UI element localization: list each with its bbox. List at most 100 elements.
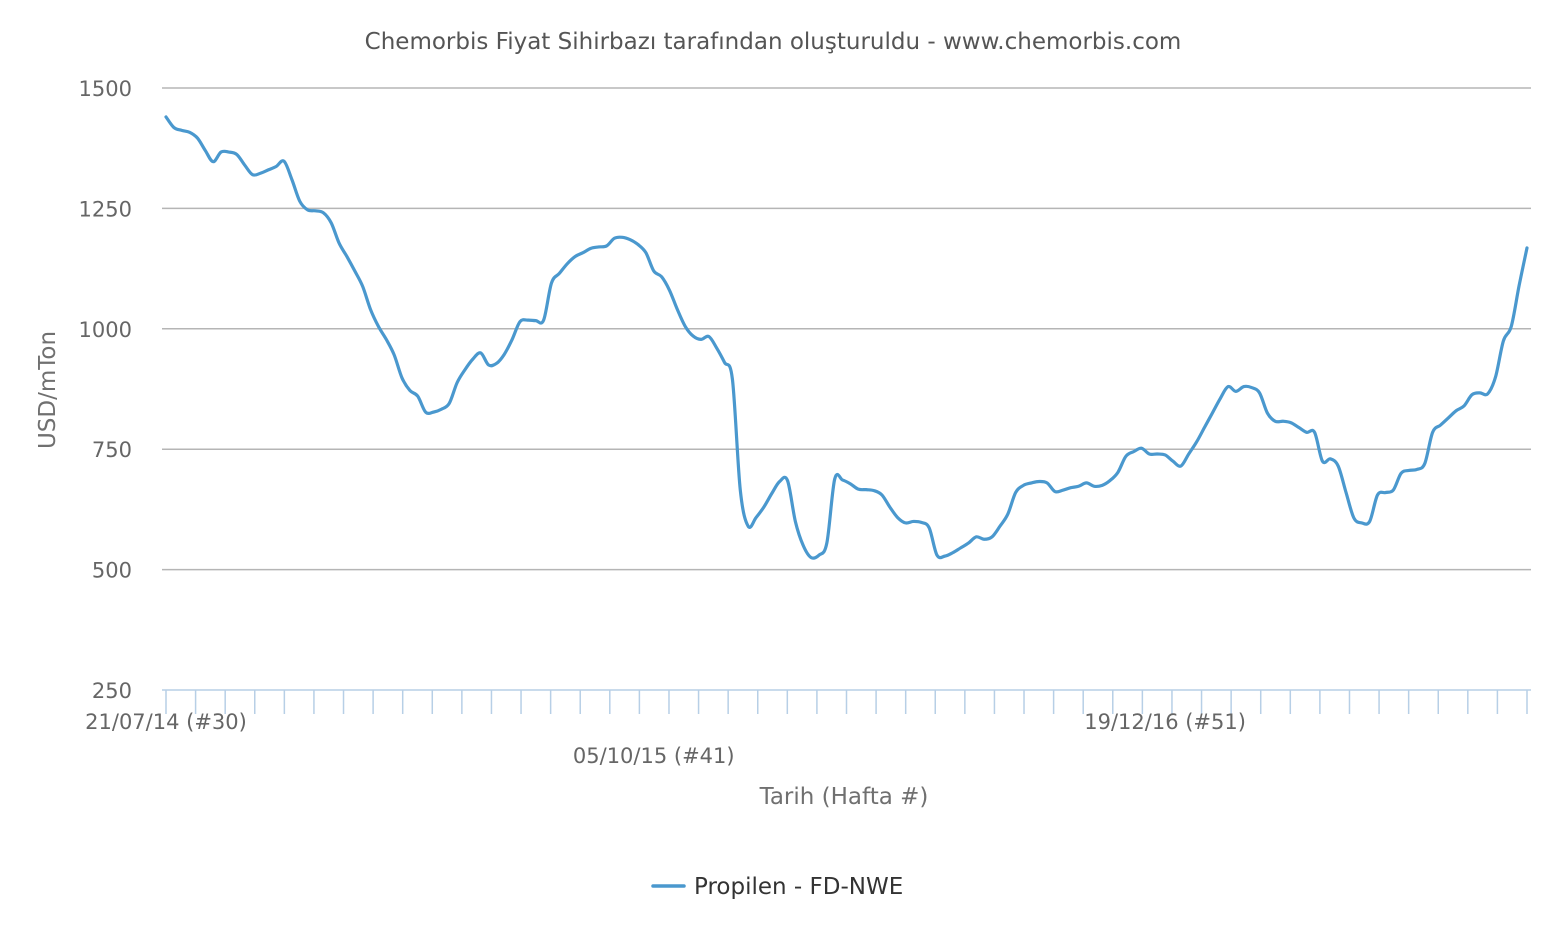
- data-point[interactable]: [801, 544, 805, 548]
- data-point[interactable]: [235, 152, 239, 156]
- data-point[interactable]: [919, 520, 923, 524]
- data-point[interactable]: [1132, 450, 1136, 454]
- data-point[interactable]: [620, 235, 624, 239]
- data-point[interactable]: [699, 337, 703, 341]
- data-point[interactable]: [675, 308, 679, 312]
- data-point[interactable]: [313, 209, 317, 213]
- data-point[interactable]: [203, 149, 207, 153]
- data-point[interactable]: [1486, 392, 1490, 396]
- data-point[interactable]: [1077, 484, 1081, 488]
- data-point[interactable]: [746, 524, 750, 528]
- data-point[interactable]: [628, 238, 632, 242]
- data-point[interactable]: [384, 337, 388, 341]
- data-point[interactable]: [652, 269, 656, 273]
- data-point[interactable]: [793, 519, 797, 523]
- data-point[interactable]: [1226, 385, 1230, 389]
- data-point[interactable]: [526, 318, 530, 322]
- data-point[interactable]: [848, 482, 852, 486]
- data-point[interactable]: [1328, 457, 1332, 461]
- data-point[interactable]: [290, 178, 294, 182]
- data-point[interactable]: [683, 324, 687, 328]
- data-point[interactable]: [1069, 486, 1073, 490]
- data-point[interactable]: [1108, 479, 1112, 483]
- data-point[interactable]: [243, 163, 247, 167]
- data-point[interactable]: [298, 199, 302, 203]
- data-point[interactable]: [1218, 397, 1222, 401]
- data-point[interactable]: [227, 150, 231, 154]
- data-point[interactable]: [1116, 470, 1120, 474]
- data-point[interactable]: [667, 288, 671, 292]
- data-point[interactable]: [888, 505, 892, 509]
- data-point[interactable]: [455, 381, 459, 385]
- data-point[interactable]: [1171, 459, 1175, 463]
- data-point[interactable]: [164, 115, 168, 119]
- data-point[interactable]: [935, 553, 939, 557]
- data-point[interactable]: [258, 171, 262, 175]
- data-point[interactable]: [1297, 426, 1301, 430]
- data-point[interactable]: [1438, 423, 1442, 427]
- data-point[interactable]: [1250, 386, 1254, 390]
- data-point[interactable]: [927, 526, 931, 530]
- data-point[interactable]: [1022, 483, 1026, 487]
- data-point[interactable]: [785, 479, 789, 483]
- data-point[interactable]: [1423, 462, 1427, 466]
- data-point[interactable]: [1092, 484, 1096, 488]
- data-point[interactable]: [565, 262, 569, 266]
- data-point[interactable]: [1289, 421, 1293, 425]
- data-point[interactable]: [723, 361, 727, 365]
- data-point[interactable]: [856, 487, 860, 491]
- data-point[interactable]: [1352, 516, 1356, 520]
- data-point[interactable]: [605, 244, 609, 248]
- data-point[interactable]: [1037, 479, 1041, 483]
- data-point[interactable]: [1446, 416, 1450, 420]
- data-point[interactable]: [1163, 453, 1167, 457]
- data-point[interactable]: [1045, 481, 1049, 485]
- data-point[interactable]: [1202, 426, 1206, 430]
- data-point[interactable]: [424, 410, 428, 414]
- data-point[interactable]: [1258, 391, 1262, 395]
- data-point[interactable]: [612, 236, 616, 240]
- data-point[interactable]: [778, 479, 782, 483]
- data-point[interactable]: [502, 352, 506, 356]
- data-point[interactable]: [998, 524, 1002, 528]
- data-point[interactable]: [557, 271, 561, 275]
- data-point[interactable]: [1376, 493, 1380, 497]
- data-point[interactable]: [251, 173, 255, 177]
- data-point[interactable]: [1368, 519, 1372, 523]
- data-point[interactable]: [1501, 339, 1505, 343]
- data-point[interactable]: [487, 363, 491, 367]
- data-point[interactable]: [1383, 491, 1387, 495]
- data-point[interactable]: [833, 477, 837, 481]
- data-point[interactable]: [1124, 454, 1128, 458]
- data-point[interactable]: [1407, 468, 1411, 472]
- data-point[interactable]: [1053, 490, 1057, 494]
- data-point[interactable]: [1415, 467, 1419, 471]
- data-point[interactable]: [180, 128, 184, 132]
- data-point[interactable]: [408, 388, 412, 392]
- data-point[interactable]: [369, 308, 373, 312]
- data-point[interactable]: [211, 160, 215, 164]
- data-point[interactable]: [644, 251, 648, 255]
- data-point[interactable]: [274, 165, 278, 169]
- data-point[interactable]: [329, 221, 333, 225]
- data-point[interactable]: [1273, 419, 1277, 423]
- data-point[interactable]: [660, 275, 664, 279]
- data-point[interactable]: [707, 335, 711, 339]
- data-point[interactable]: [581, 251, 585, 255]
- data-point[interactable]: [1470, 393, 1474, 397]
- data-point[interactable]: [872, 489, 876, 493]
- data-point[interactable]: [1242, 385, 1246, 389]
- data-point[interactable]: [1431, 430, 1435, 434]
- data-point[interactable]: [730, 377, 734, 381]
- data-point[interactable]: [439, 407, 443, 411]
- data-point[interactable]: [1029, 481, 1033, 485]
- data-point[interactable]: [982, 537, 986, 541]
- data-point[interactable]: [306, 208, 310, 212]
- data-point[interactable]: [1155, 452, 1159, 456]
- data-point[interactable]: [738, 488, 742, 492]
- data-point[interactable]: [1210, 411, 1214, 415]
- data-point[interactable]: [911, 519, 915, 523]
- data-point[interactable]: [809, 556, 813, 560]
- data-point[interactable]: [754, 516, 758, 520]
- data-point[interactable]: [1061, 488, 1065, 492]
